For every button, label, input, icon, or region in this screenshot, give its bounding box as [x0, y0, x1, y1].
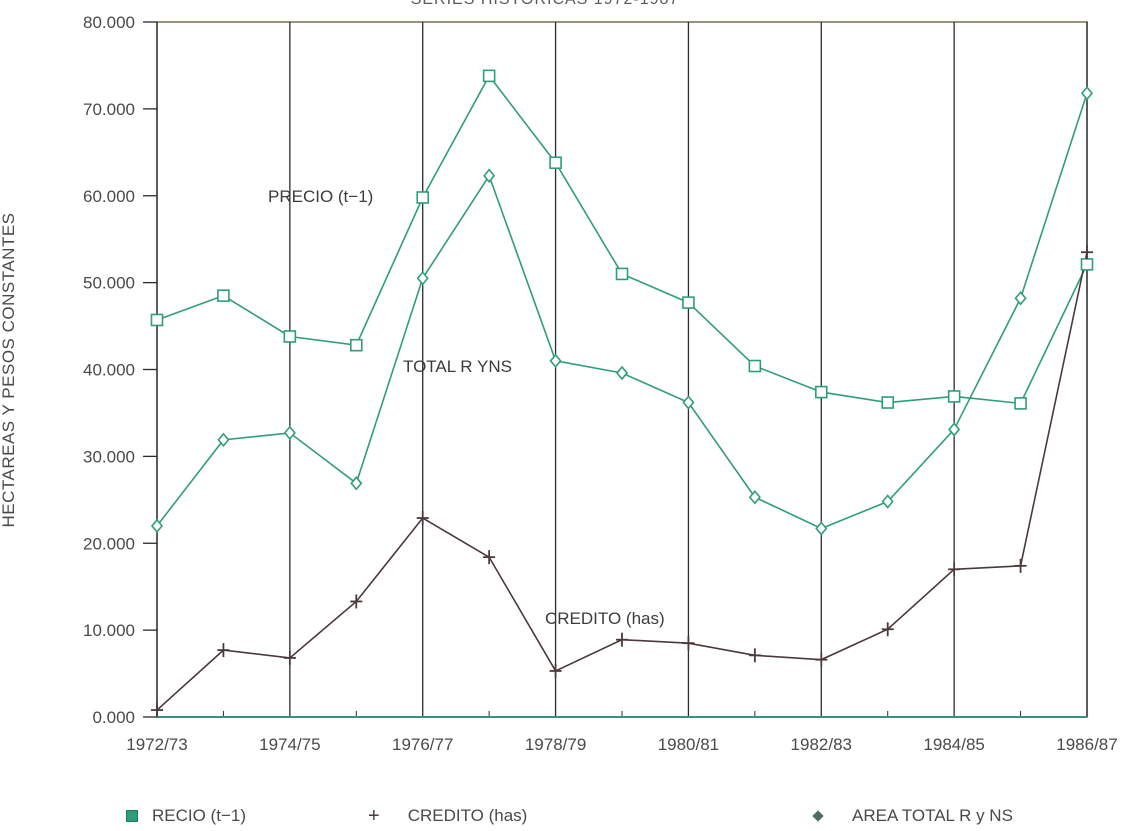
square-marker: [881, 396, 895, 409]
y-tick-label: 40.000: [83, 361, 135, 380]
plus-marker: [283, 650, 296, 665]
plus-marker: [1014, 558, 1027, 573]
diamond-marker: [283, 425, 296, 441]
square-marker: [814, 385, 828, 399]
plus-marker-icon: +: [368, 805, 380, 827]
diamond-marker: [350, 476, 363, 491]
y-tick-label: 60.000: [83, 187, 135, 206]
diamond-marker: [416, 271, 429, 286]
diamond-marker: [217, 432, 230, 448]
x-tick-label: 1980/81: [658, 735, 719, 754]
chart-title: SERIES HISTORICAS 1972-1987: [411, 0, 680, 8]
series-markers: [150, 69, 1094, 718]
y-tick-label: 10.000: [83, 621, 135, 640]
annotation-label: PRECIO (t−1): [268, 187, 373, 206]
x-tick-label: 1982/83: [791, 735, 852, 754]
plus-marker: [815, 652, 828, 667]
x-tick-label: 1972/73: [126, 735, 187, 754]
square-marker: [748, 359, 762, 373]
y-axis: 0.000 10.000 20.000 30.000 40.000 50.000 60.00…: [83, 13, 157, 727]
diamond-marker-icon: [812, 810, 824, 822]
x-tick-label: 1984/85: [923, 735, 984, 754]
legend-item-credito: + CREDITO (has): [368, 806, 527, 826]
diamond-marker: [748, 489, 761, 505]
x-tick-label: 1974/75: [259, 735, 320, 754]
square-marker-icon: [126, 810, 138, 822]
plus-marker: [483, 550, 496, 565]
diamond-marker: [948, 422, 961, 437]
legend-item-area-total: AREA TOTAL R y NS: [812, 806, 1013, 826]
square-marker: [1080, 258, 1094, 271]
annotation-label: CREDITO (has): [545, 609, 665, 628]
y-tick-label: 20.000: [83, 534, 135, 553]
diamond-marker: [682, 395, 695, 410]
square-marker: [682, 296, 695, 309]
y-tick-label: 50.000: [83, 274, 135, 293]
square-marker: [217, 289, 230, 302]
series-line-0: [156, 74, 1088, 405]
y-tick-label: 80.000: [83, 13, 135, 32]
diamond-marker: [815, 521, 828, 536]
x-tick-label: 1976/77: [392, 735, 453, 754]
x-tick-label: 1986/87: [1056, 735, 1117, 754]
diamond-marker: [1080, 85, 1094, 101]
plus-marker: [1081, 245, 1093, 260]
plus-marker: [682, 636, 695, 651]
square-marker: [615, 267, 629, 281]
legend-label: RECIO (t−1): [152, 806, 246, 825]
plus-marker: [217, 643, 230, 658]
annotation-label: TOTAL R YNS: [403, 357, 512, 376]
diamond-marker: [549, 353, 562, 369]
square-marker: [150, 313, 164, 327]
square-marker: [549, 156, 562, 170]
y-tick-label: 30.000: [83, 447, 135, 466]
square-marker: [416, 191, 430, 204]
y-axis-label: HECTAREAS Y PESOS CONSTANTES: [0, 212, 18, 527]
square-marker: [1014, 397, 1027, 410]
plus-marker: [416, 511, 429, 526]
plus-marker: [748, 648, 761, 663]
legend-label: CREDITO (has): [407, 806, 528, 825]
square-marker: [947, 390, 961, 403]
legend-item-precio: RECIO (t−1): [126, 806, 246, 826]
legend-label: AREA TOTAL R y NS: [852, 806, 1013, 825]
square-marker: [283, 330, 297, 343]
diamond-marker: [483, 168, 496, 184]
square-marker: [349, 338, 363, 352]
plus-marker: [616, 632, 628, 647]
square-marker: [482, 69, 496, 83]
series-line-1: [156, 92, 1088, 530]
plus-marker: [350, 594, 363, 609]
diamond-marker: [615, 365, 629, 381]
plus-marker: [151, 703, 163, 718]
x-tick-label: 1978/79: [525, 735, 586, 754]
y-tick-label: 0.000: [92, 708, 135, 727]
plus-marker: [549, 663, 562, 678]
diamond-marker: [150, 518, 164, 534]
diamond-marker: [881, 494, 894, 509]
plus-marker: [881, 622, 894, 637]
diamond-marker: [1014, 291, 1027, 306]
x-axis: 1972/73 1974/75 1976/77 1978/79 1980/81 1982/…: [126, 711, 1118, 754]
annotations: PRECIO (t−1) TOTAL R YNS CREDITO (has): [268, 187, 665, 628]
y-tick-label: 70.000: [83, 100, 135, 119]
plus-marker: [948, 562, 961, 577]
